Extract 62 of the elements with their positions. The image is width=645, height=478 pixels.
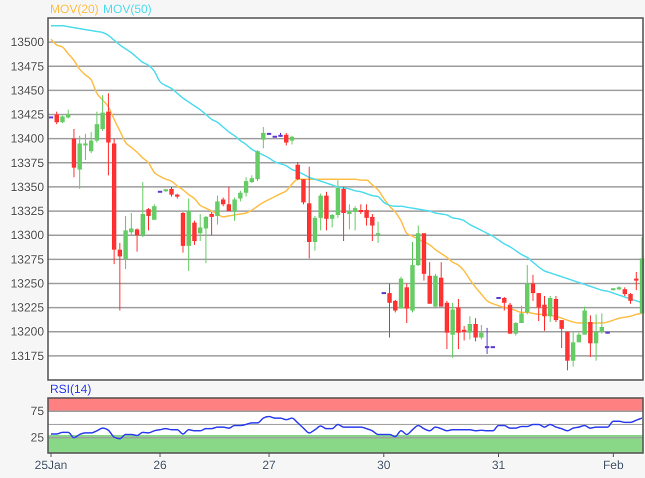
candlestick [134,228,140,252]
candlestick [554,296,558,323]
candlestick [404,282,409,324]
candlestick [502,296,506,311]
candlestick [376,221,380,244]
candlestick [634,271,638,291]
y-tick-label: 13400 [10,132,44,146]
candlestick [209,212,214,236]
x-tick-label: Feb [602,458,624,472]
y-tick-label: 13350 [10,180,44,194]
y-tick-label: 13450 [10,83,44,98]
candlestick [570,331,576,367]
candlestick [468,316,472,340]
candlestick [232,197,237,222]
y-tick-label: 13200 [10,324,44,339]
y-tick-label: 13500 [10,35,44,50]
candlestick [226,186,232,212]
series-label: MOV(20) [50,2,99,16]
y-tick-label: 13175 [10,348,44,363]
y-tick-label: 75 [30,404,44,418]
candlestick [324,191,329,231]
candlestick [588,314,593,358]
y-tick-label: 13275 [10,252,44,266]
x-tick-label: 30 [377,458,391,472]
candlestick [238,190,243,202]
x-tick-label: 31 [492,458,506,472]
y-tick-label: 13250 [10,276,44,290]
x-tick-label: 26 [153,458,168,472]
x-tick-label: 25Jan [34,458,68,472]
candlestick [192,220,197,246]
candlestick [514,322,518,336]
candlestick [600,312,604,334]
candlestick [296,161,300,181]
candlestick [548,296,552,323]
candlestick [479,324,484,340]
candlestick [594,314,598,362]
candlestick [152,204,156,220]
y-tick-label: 13425 [10,108,44,122]
candlestick [146,208,151,231]
candlestick [301,178,306,205]
candlestick [628,292,633,304]
y-tick-label: 25 [30,430,44,445]
x-tick-label: 27 [262,458,276,472]
line-series [50,416,643,440]
candlestick [576,332,582,343]
candlestick [284,132,288,146]
candlestick [318,193,323,231]
text: RSI(14) [50,382,92,396]
candlestick [215,195,220,226]
candlestick [473,318,478,342]
y-tick-label: 13475 [10,59,44,74]
candlestick [54,111,59,125]
y-tick-label: 13375 [10,156,44,170]
series-label: MOV(50) [103,2,152,16]
candlestick [261,126,266,149]
candlestick [140,182,146,238]
candlestick [330,213,334,228]
y-tick-label: 13225 [10,300,44,315]
y-tick-label: 13325 [10,204,44,218]
candlestick [559,320,564,349]
candlestick [118,242,122,311]
y-tick-label: 13300 [10,228,44,242]
